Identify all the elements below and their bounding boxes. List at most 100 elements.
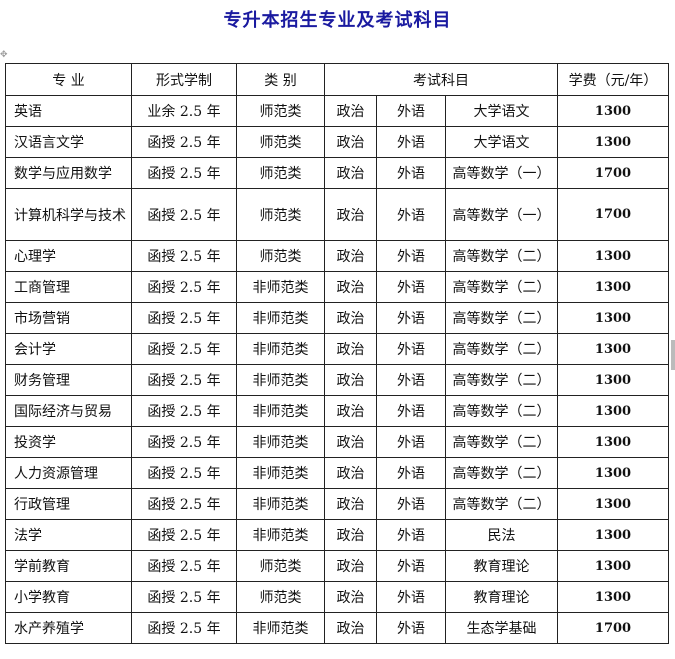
exam-subject-3: 高等数学（二） [445,333,558,365]
fee-cell: 1700 [557,188,669,241]
form-cell: 函授 2.5 年 [131,188,237,241]
table-row: 汉语言文学 函授 2.5 年师范类 政治 外语 大学语文 1300 [5,126,669,158]
major-cell: 计算机科学与技术 [5,188,132,241]
exam-subject-1: 政治 [324,271,377,303]
exam-subject-1: 政治 [324,457,377,489]
table-row: 投资学 函授 2.5 年非师范类 政治 外语 高等数学（二） 1300 [5,426,669,458]
form-cell: 函授 2.5 年 [131,426,237,458]
form-cell: 业余 2.5 年 [131,95,237,127]
exam-subject-1: 政治 [324,364,377,396]
exam-subject-3: 高等数学（二） [445,271,558,303]
exam-subject-3: 民法 [445,519,558,551]
majors-table: 专 业 形式学制 类 别 考试科目 学费（元/年） 英语 业余 2.5 年师范类政… [5,63,669,644]
form-cell: 函授 2.5 年 [131,271,237,303]
fee-cell: 1300 [557,457,669,489]
header-category: 类 别 [236,63,325,96]
exam-subject-2: 外语 [376,240,446,272]
fee-cell: 1300 [557,395,669,427]
exam-subject-1: 政治 [324,333,377,365]
major-cell: 行政管理 [5,488,132,520]
fee-cell: 1300 [557,550,669,582]
table-row: 水产养殖学 函授 2.5 年非师范类 政治 外语 生态学基础 1700 [5,612,669,644]
scroll-marker [671,340,675,370]
form-cell: 函授 2.5 年 [131,395,237,427]
category-cell: 非师范类 [236,488,325,520]
major-cell: 数学与应用数学 [5,157,132,189]
form-cell: 函授 2.5 年 [131,612,237,644]
form-cell: 函授 2.5 年 [131,333,237,365]
header-major: 专 业 [5,63,132,96]
fee-cell: 1300 [557,364,669,396]
table-row: 计算机科学与技术 函授 2.5 年师范类 政治 外语 高等数学（一） 1700 [5,188,669,241]
major-cell: 会计学 [5,333,132,365]
table-row: 会计学 函授 2.5 年非师范类 政治 外语 高等数学（二） 1300 [5,333,669,365]
exam-subject-2: 外语 [376,488,446,520]
exam-subject-2: 外语 [376,550,446,582]
exam-subject-1: 政治 [324,581,377,613]
fee-cell: 1300 [557,333,669,365]
exam-subject-1: 政治 [324,302,377,334]
exam-subject-3: 生态学基础 [445,612,558,644]
exam-subject-2: 外语 [376,95,446,127]
table-anchor-icon: ✥ [0,50,8,60]
fee-cell: 1300 [557,426,669,458]
category-cell: 师范类 [236,240,325,272]
exam-subject-1: 政治 [324,426,377,458]
major-cell: 财务管理 [5,364,132,396]
exam-subject-1: 政治 [324,519,377,551]
fee-cell: 1300 [557,488,669,520]
exam-subject-3: 高等数学（二） [445,302,558,334]
fee-cell: 1300 [557,519,669,551]
header-fee: 学费（元/年） [557,63,669,96]
exam-subject-2: 外语 [376,581,446,613]
fee-cell: 1300 [557,302,669,334]
table-row: 国际经济与贸易 函授 2.5 年非师范类 政治 外语 高等数学（二） 1300 [5,395,669,427]
exam-subject-2: 外语 [376,457,446,489]
exam-subject-2: 外语 [376,271,446,303]
exam-subject-2: 外语 [376,188,446,241]
form-cell: 函授 2.5 年 [131,240,237,272]
table-row: 学前教育 函授 2.5 年师范类 政治 外语 教育理论 1300 [5,550,669,582]
category-cell: 非师范类 [236,364,325,396]
form-cell: 函授 2.5 年 [131,581,237,613]
category-cell: 师范类 [236,126,325,158]
category-cell: 非师范类 [236,302,325,334]
exam-subject-2: 外语 [376,395,446,427]
major-cell: 国际经济与贸易 [5,395,132,427]
exam-subject-2: 外语 [376,426,446,458]
category-cell: 非师范类 [236,457,325,489]
table-row: 行政管理 函授 2.5 年非师范类 政治 外语 高等数学（二） 1300 [5,488,669,520]
fee-cell: 1300 [557,95,669,127]
header-exam-subjects: 考试科目 [324,63,558,96]
exam-subject-2: 外语 [376,364,446,396]
table-row: 人力资源管理 函授 2.5 年非师范类 政治 外语 高等数学（二） 1300 [5,457,669,489]
category-cell: 非师范类 [236,519,325,551]
table-header-row: 专 业 形式学制 类 别 考试科目 学费（元/年） [5,63,669,96]
major-cell: 水产养殖学 [5,612,132,644]
exam-subject-2: 外语 [376,612,446,644]
fee-cell: 1300 [557,271,669,303]
exam-subject-2: 外语 [376,333,446,365]
exam-subject-1: 政治 [324,95,377,127]
page-title: 专升本招生专业及考试科目 [223,10,452,31]
exam-subject-3: 教育理论 [445,550,558,582]
table-row: 财务管理 函授 2.5 年非师范类 政治 外语 高等数学（二） 1300 [5,364,669,396]
category-cell: 师范类 [236,157,325,189]
major-cell: 心理学 [5,240,132,272]
major-cell: 人力资源管理 [5,457,132,489]
category-cell: 非师范类 [236,395,325,427]
category-cell: 师范类 [236,581,325,613]
form-cell: 函授 2.5 年 [131,457,237,489]
category-cell: 非师范类 [236,333,325,365]
exam-subject-1: 政治 [324,488,377,520]
exam-subject-3: 高等数学（一） [445,188,558,241]
major-cell: 法学 [5,519,132,551]
exam-subject-2: 外语 [376,519,446,551]
exam-subject-2: 外语 [376,157,446,189]
fee-cell: 1300 [557,240,669,272]
exam-subject-3: 高等数学（二） [445,395,558,427]
category-cell: 师范类 [236,550,325,582]
form-cell: 函授 2.5 年 [131,126,237,158]
major-cell: 小学教育 [5,581,132,613]
exam-subject-3: 高等数学（二） [445,426,558,458]
